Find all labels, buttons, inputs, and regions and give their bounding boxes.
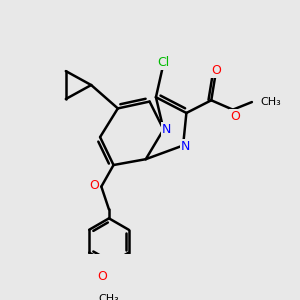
Text: N: N: [181, 140, 190, 153]
Text: O: O: [90, 179, 99, 192]
Text: CH₃: CH₃: [99, 294, 119, 300]
Text: Cl: Cl: [158, 56, 170, 69]
Text: O: O: [230, 110, 240, 123]
Text: N: N: [162, 123, 171, 136]
Text: O: O: [211, 64, 221, 76]
Text: CH₃: CH₃: [260, 97, 281, 107]
Text: O: O: [97, 270, 107, 283]
